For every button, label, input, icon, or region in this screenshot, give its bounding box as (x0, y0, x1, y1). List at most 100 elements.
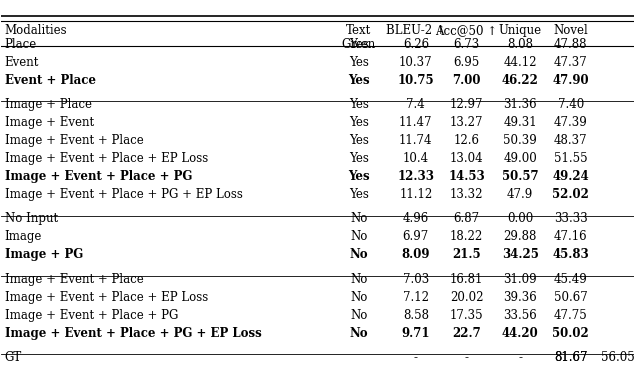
Text: 50.02: 50.02 (552, 327, 589, 340)
Text: No: No (350, 273, 367, 286)
Text: 9.71: 9.71 (401, 327, 430, 340)
Text: Novel: Novel (554, 24, 588, 37)
Text: -: - (414, 351, 418, 364)
Text: 47.75: 47.75 (554, 309, 588, 322)
Text: 17.35: 17.35 (450, 309, 483, 322)
Text: 52.02: 52.02 (552, 188, 589, 201)
Text: Yes: Yes (349, 38, 369, 51)
Text: 10.37: 10.37 (399, 56, 433, 69)
Text: Given: Given (342, 38, 376, 51)
Text: 47.37: 47.37 (554, 56, 588, 69)
Text: 13.04: 13.04 (450, 152, 483, 165)
Text: Image: Image (4, 230, 42, 243)
Text: Yes: Yes (349, 134, 369, 147)
Text: 6.73: 6.73 (453, 38, 479, 51)
Text: Event + Place: Event + Place (4, 74, 95, 86)
Text: 50.57: 50.57 (502, 170, 538, 183)
Text: Acc@50 ↑: Acc@50 ↑ (435, 24, 497, 37)
Text: 47.9: 47.9 (507, 188, 533, 201)
Text: Image + Event + Place + PG + EP Loss: Image + Event + Place + PG + EP Loss (4, 188, 243, 201)
Text: Yes: Yes (348, 74, 370, 86)
Text: Image + Event + Place: Image + Event + Place (4, 134, 143, 147)
Text: 45.49: 45.49 (554, 273, 588, 286)
Text: 81.67: 81.67 (554, 351, 588, 364)
Text: 6.87: 6.87 (453, 212, 479, 226)
Text: No: No (349, 327, 368, 340)
Text: 11.12: 11.12 (399, 188, 433, 201)
Text: 51.55: 51.55 (554, 152, 588, 165)
Text: 12.33: 12.33 (397, 170, 435, 183)
Text: 18.22: 18.22 (450, 230, 483, 243)
Text: 4.96: 4.96 (403, 212, 429, 226)
Text: 31.09: 31.09 (504, 273, 537, 286)
Text: Image + Event + Place + PG + EP Loss: Image + Event + Place + PG + EP Loss (4, 327, 261, 340)
Text: 39.36: 39.36 (504, 291, 537, 304)
Text: Yes: Yes (348, 170, 370, 183)
Text: 7.4: 7.4 (406, 98, 425, 111)
Text: 8.09: 8.09 (401, 248, 430, 261)
Text: Place: Place (4, 38, 37, 51)
Text: Image + Event + Place + PG: Image + Event + Place + PG (4, 170, 192, 183)
Text: 7.03: 7.03 (403, 273, 429, 286)
Text: Image + Event + Place: Image + Event + Place (4, 273, 143, 286)
Text: 6.26: 6.26 (403, 38, 429, 51)
Text: Image + Event + Place + PG: Image + Event + Place + PG (4, 309, 178, 322)
Text: 6.95: 6.95 (453, 56, 479, 69)
Text: 0.00: 0.00 (507, 212, 533, 226)
Text: 33.33: 33.33 (554, 212, 588, 226)
Text: 8.58: 8.58 (403, 309, 429, 322)
Text: Text: Text (346, 24, 371, 37)
Text: 29.88: 29.88 (504, 230, 537, 243)
Text: 14.53: 14.53 (448, 170, 485, 183)
Text: Image + Place: Image + Place (4, 98, 92, 111)
Text: 11.74: 11.74 (399, 134, 433, 147)
Text: Event: Event (4, 56, 39, 69)
Text: 50.67: 50.67 (554, 291, 588, 304)
Text: 10.75: 10.75 (397, 74, 434, 86)
Text: 49.24: 49.24 (552, 170, 589, 183)
Text: 11.47: 11.47 (399, 116, 433, 129)
Text: 81.67: 81.67 (554, 351, 588, 364)
Text: No: No (350, 212, 367, 226)
Text: 34.25: 34.25 (502, 248, 539, 261)
Text: 49.31: 49.31 (504, 116, 537, 129)
Text: Image + PG: Image + PG (4, 248, 83, 261)
Text: 50.39: 50.39 (504, 134, 537, 147)
Text: 10.4: 10.4 (403, 152, 429, 165)
Text: Unique: Unique (499, 24, 542, 37)
Text: Image + Event: Image + Event (4, 116, 93, 129)
Text: Image + Event + Place + EP Loss: Image + Event + Place + EP Loss (4, 291, 208, 304)
Text: 8.08: 8.08 (508, 38, 533, 51)
Text: 47.16: 47.16 (554, 230, 588, 243)
Text: Yes: Yes (349, 152, 369, 165)
Text: 20.02: 20.02 (450, 291, 483, 304)
Text: 45.83: 45.83 (552, 248, 589, 261)
Text: 47.88: 47.88 (554, 38, 588, 51)
Text: BLEU-2 ↑: BLEU-2 ↑ (386, 24, 445, 37)
Text: 16.81: 16.81 (450, 273, 483, 286)
Text: 48.37: 48.37 (554, 134, 588, 147)
Text: 7.12: 7.12 (403, 291, 429, 304)
Text: 21.5: 21.5 (452, 248, 481, 261)
Text: 47.90: 47.90 (552, 74, 589, 86)
Text: No: No (350, 309, 367, 322)
Text: -: - (465, 351, 468, 364)
Text: No Input: No Input (4, 212, 58, 226)
Text: 33.56: 33.56 (504, 309, 537, 322)
Text: 22.7: 22.7 (452, 327, 481, 340)
Text: 6.97: 6.97 (403, 230, 429, 243)
Text: GT: GT (4, 351, 22, 364)
Text: Yes: Yes (349, 56, 369, 69)
Text: 13.32: 13.32 (450, 188, 483, 201)
Text: 47.39: 47.39 (554, 116, 588, 129)
Text: 56.05: 56.05 (602, 351, 635, 364)
Text: Modalities: Modalities (4, 24, 67, 37)
Text: 12.97: 12.97 (450, 98, 483, 111)
Text: 12.6: 12.6 (454, 134, 479, 147)
Text: 7.40: 7.40 (557, 98, 584, 111)
Text: 49.00: 49.00 (504, 152, 537, 165)
Text: Yes: Yes (349, 188, 369, 201)
Text: 31.36: 31.36 (504, 98, 537, 111)
Text: 46.22: 46.22 (502, 74, 539, 86)
Text: 7.00: 7.00 (452, 74, 481, 86)
